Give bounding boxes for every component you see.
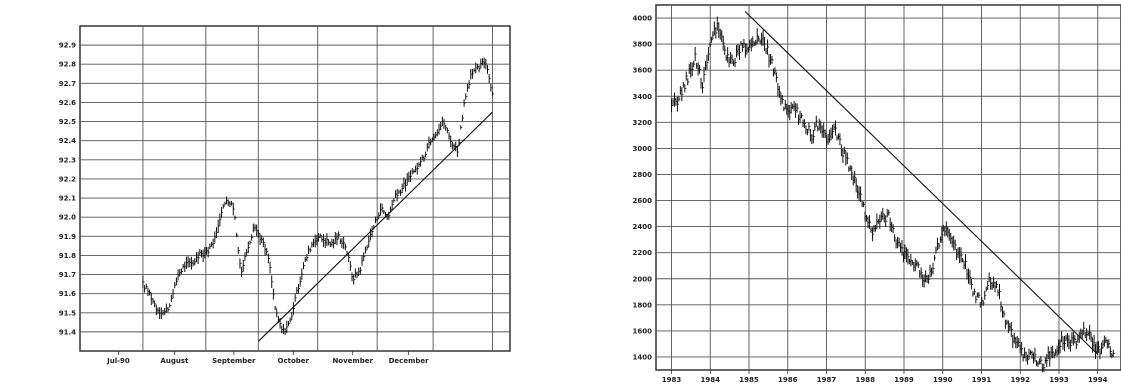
y-tick-label: 92.6 xyxy=(59,99,76,107)
y-tick-label: 2800 xyxy=(633,171,653,179)
y-tick-label: 3000 xyxy=(633,145,653,153)
y-tick-label: 4000 xyxy=(633,15,653,23)
y-tick-label: 2400 xyxy=(633,223,653,231)
x-tick-label: 1985 xyxy=(739,376,759,384)
x-tick-label: 1984 xyxy=(701,376,721,384)
x-tick-label: September xyxy=(212,357,256,365)
x-tick-label: 1987 xyxy=(817,376,837,384)
x-tick-label: 1989 xyxy=(894,376,914,384)
y-tick-label: 92.8 xyxy=(59,61,76,69)
y-tick-label: 3800 xyxy=(633,41,653,49)
y-tick-label: 2000 xyxy=(633,275,653,283)
y-tick-label: 91.9 xyxy=(59,233,76,241)
y-tick-label: 92.9 xyxy=(59,42,76,50)
y-tick-label: 2600 xyxy=(633,197,653,205)
y-tick-label: 91.6 xyxy=(59,290,76,298)
plot-frame xyxy=(79,25,511,352)
x-tick-label: 1993 xyxy=(1049,376,1069,384)
y-tick-label: 1800 xyxy=(633,301,653,309)
y-tick-label: 92.4 xyxy=(59,137,76,145)
x-tick-label: Jul-90 xyxy=(106,357,130,365)
trendline xyxy=(257,111,493,342)
y-tick-label: 92.1 xyxy=(59,195,76,203)
y-tick-label: 92.5 xyxy=(59,118,76,126)
chart-right: 1400 1600 1800 2000 2200 2400 2600 2800 3000 3200… xyxy=(633,4,1121,384)
x-tick-label: December xyxy=(389,357,430,365)
y-tick-label: 92.7 xyxy=(59,80,76,88)
y-tick-label: 1600 xyxy=(633,327,653,335)
y-tick-label: 92.3 xyxy=(59,156,76,164)
x-tick-label: 1990 xyxy=(933,376,953,384)
y-tick-label: 1400 xyxy=(633,353,653,361)
x-tick-label: November xyxy=(332,357,373,365)
y-tick-label: 3600 xyxy=(633,67,653,75)
y-tick-label: 3200 xyxy=(633,119,653,127)
y-tick-label: 91.5 xyxy=(59,309,76,317)
y-tick-label: 91.8 xyxy=(59,252,76,260)
y-tick-label: 91.7 xyxy=(59,271,76,279)
x-tick-label: 1983 xyxy=(662,376,682,384)
x-tick-label: 1992 xyxy=(1011,376,1031,384)
x-tick-label: 1994 xyxy=(1088,376,1108,384)
y-tick-label: 3400 xyxy=(633,93,653,101)
x-tick-label: October xyxy=(278,357,310,365)
y-tick-label: 92.2 xyxy=(59,175,76,183)
x-tick-label: 1991 xyxy=(972,376,992,384)
x-tick-label: August xyxy=(160,357,189,365)
y-tick-label: 91.4 xyxy=(59,328,76,336)
trendline xyxy=(744,11,1099,355)
x-tick-label: 1988 xyxy=(856,376,876,384)
y-tick-label: 92.0 xyxy=(59,214,76,222)
y-tick-label: 2200 xyxy=(633,249,653,257)
x-tick-label: 1986 xyxy=(778,376,798,384)
chart-left: 91.4 91.5 91.6 91.7 91.8 91.9 92.0 92.1 92.2 92.3… xyxy=(59,25,511,365)
